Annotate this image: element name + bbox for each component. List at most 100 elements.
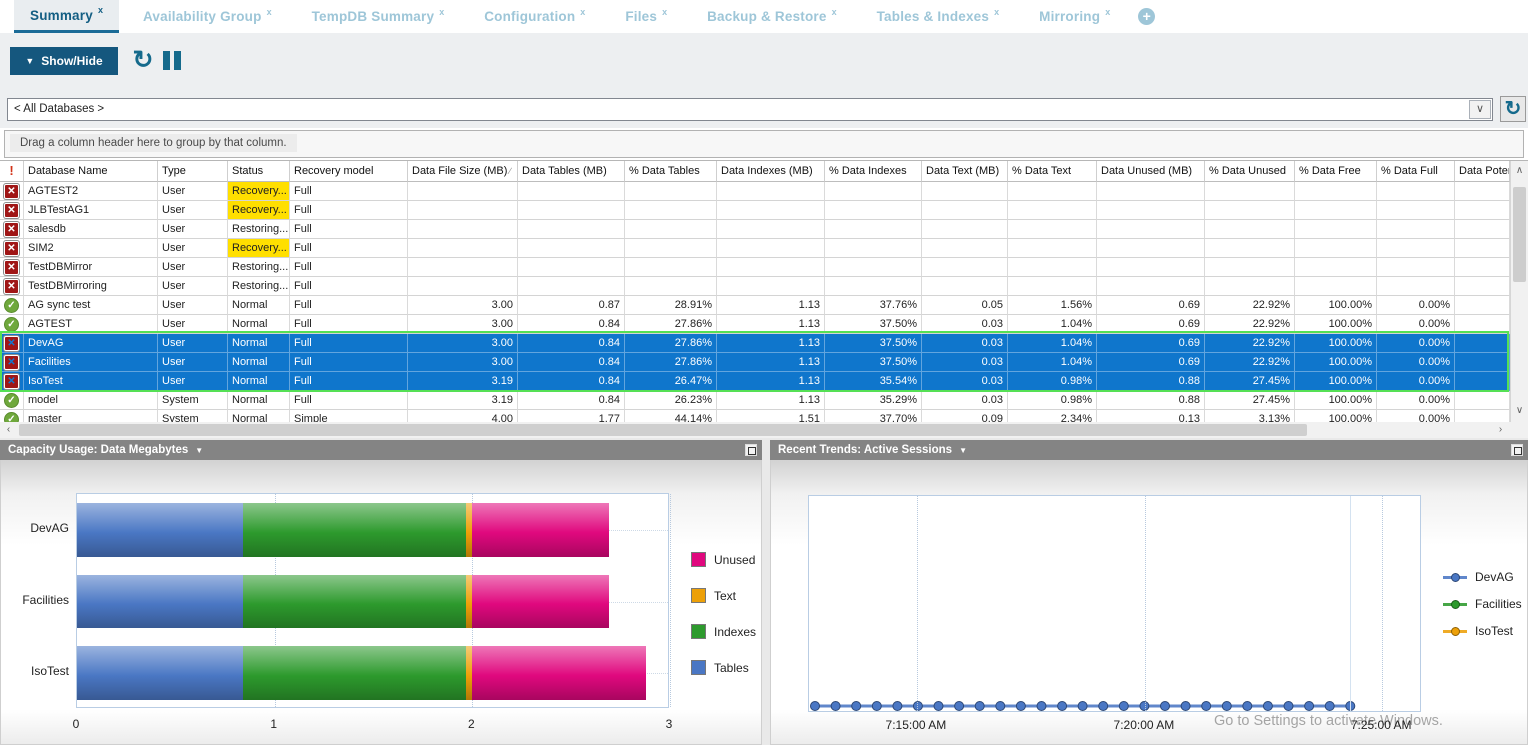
refresh-button[interactable]: ↻: [128, 45, 158, 75]
value-cell: 0.13: [1097, 410, 1205, 422]
db-name-cell: JLBTestAG1: [24, 201, 158, 220]
group-by-bar[interactable]: Drag a column header here to group by th…: [4, 130, 1524, 158]
column-header-data-text-mb[interactable]: Data Text (MB): [922, 161, 1008, 182]
column-header-database-name[interactable]: Database Name: [24, 161, 158, 182]
table-row-agtest2[interactable]: ✕ AGTEST2 User Recovery... Full: [0, 182, 1510, 201]
panel-menu-caret-icon[interactable]: ▼: [959, 446, 967, 455]
scroll-down-button[interactable]: ∨: [1515, 405, 1524, 416]
data-point-icon: [830, 701, 841, 711]
table-row-model[interactable]: ✓ model System Normal Full 3.19 0.84 26.23% 1.13…: [0, 391, 1510, 410]
table-row-jlbtestag1[interactable]: ✕ JLBTestAG1 User Recovery... Full: [0, 201, 1510, 220]
column-header-data-tables-mb[interactable]: Data Tables (MB): [518, 161, 625, 182]
value-cell: 22.92%: [1205, 353, 1295, 372]
refresh-databases-button[interactable]: ↻: [1500, 96, 1526, 122]
column-header-data-indexes-mb[interactable]: Data Indexes (MB): [717, 161, 825, 182]
tab-summary[interactable]: Summary x: [14, 0, 119, 33]
refresh-icon: ↻: [1504, 98, 1522, 120]
tab-backup-restore[interactable]: Backup & Restore x: [691, 0, 853, 33]
tab-close-icon[interactable]: x: [662, 6, 668, 17]
value-cell: [825, 220, 922, 239]
type-cell: User: [158, 220, 228, 239]
value-cell: [1295, 220, 1377, 239]
tab-close-icon[interactable]: x: [266, 6, 272, 17]
value-cell: 3.13%: [1205, 410, 1295, 422]
table-row-testdbmirroring[interactable]: ✕ TestDBMirroring User Restoring... Full: [0, 277, 1510, 296]
value-cell: 37.50%: [825, 334, 922, 353]
tab-files[interactable]: Files x: [609, 0, 683, 33]
table-row-testdbmirror[interactable]: ✕ TestDBMirror User Restoring... Full: [0, 258, 1510, 277]
table-row-isotest[interactable]: ✕ IsoTest User Normal Full 3.19 0.84 26.47% 1.13…: [0, 372, 1510, 391]
vertical-scroll-thumb[interactable]: [1513, 187, 1526, 282]
table-row-ag-sync-test[interactable]: ✓ AG sync test User Normal Full 3.00 0.87 28.91…: [0, 296, 1510, 315]
horizontal-scroll-thumb[interactable]: [19, 424, 1307, 436]
tab-close-icon[interactable]: x: [831, 6, 837, 17]
value-cell: 0.09: [922, 410, 1008, 422]
column-header-data-full[interactable]: % Data Full: [1377, 161, 1455, 182]
type-cell: User: [158, 239, 228, 258]
collapse-panel-icon[interactable]: [1511, 444, 1523, 456]
column-header-data-indexes[interactable]: % Data Indexes: [825, 161, 922, 182]
column-header-data-free[interactable]: % Data Free: [1295, 161, 1377, 182]
show-hide-button[interactable]: ▼ Show/Hide: [10, 47, 118, 75]
value-cell: [1377, 182, 1455, 201]
capacity-usage-panel: Capacity Usage: Data Megabytes ▼ DevAG Fac…: [0, 440, 762, 745]
add-tab-button[interactable]: +: [1138, 0, 1156, 33]
table-row-salesdb[interactable]: ✕ salesdb User Restoring... Full: [0, 220, 1510, 239]
collapse-panel-icon[interactable]: [745, 444, 757, 456]
alert-column-header[interactable]: !: [0, 161, 24, 182]
scroll-left-button[interactable]: ‹: [6, 424, 11, 435]
table-row-sim2[interactable]: ✕ SIM2 User Recovery... Full: [0, 239, 1510, 258]
tab-configuration[interactable]: Configuration x: [468, 0, 601, 33]
error-x-icon: ✕: [4, 354, 19, 370]
tab-close-icon[interactable]: x: [97, 5, 103, 15]
value-cell: 0.03: [922, 315, 1008, 334]
tab-tables-indexes[interactable]: Tables & Indexes x: [861, 0, 1016, 33]
data-point-icon: [1098, 701, 1109, 711]
horizontal-scrollbar[interactable]: ‹ ›: [0, 422, 1528, 438]
value-cell: [717, 258, 825, 277]
tab-close-icon[interactable]: x: [1105, 6, 1111, 17]
vertical-scrollbar[interactable]: ∧ ∨: [1510, 161, 1528, 422]
data-point-icon: [1036, 701, 1047, 711]
scroll-right-button[interactable]: ›: [1498, 424, 1503, 435]
column-header-recovery-model[interactable]: Recovery model: [290, 161, 408, 182]
table-row-master[interactable]: ✓ master System Normal Simple 4.00 1.77 44.14% 1…: [0, 410, 1510, 422]
column-header-data-tables[interactable]: % Data Tables: [625, 161, 717, 182]
value-cell: [922, 258, 1008, 277]
table-row-facilities[interactable]: ✕ Facilities User Normal Full 3.00 0.84 27.86% 1…: [0, 353, 1510, 372]
bar-segment-text: [466, 574, 473, 629]
ok-check-icon: ✓: [4, 297, 19, 313]
tab-close-icon[interactable]: x: [439, 6, 445, 17]
value-cell: [518, 277, 625, 296]
tab-mirroring[interactable]: Mirroring x: [1023, 0, 1126, 33]
column-header-data-unused[interactable]: % Data Unused: [1205, 161, 1295, 182]
scroll-up-button[interactable]: ∧: [1515, 165, 1524, 176]
column-header-data-unused-mb[interactable]: Data Unused (MB): [1097, 161, 1205, 182]
tab-label: Backup & Restore: [707, 9, 827, 24]
value-cell: 1.51: [717, 410, 825, 422]
pause-button[interactable]: [163, 51, 185, 71]
database-selector[interactable]: < All Databases > ∨: [7, 98, 1493, 121]
x-tick-label: 7:15:00 AM: [885, 718, 947, 732]
tab-tempdb-summary[interactable]: TempDB Summary x: [296, 0, 461, 33]
panel-menu-caret-icon[interactable]: ▼: [195, 446, 204, 455]
status-cell: Recovery...: [228, 239, 290, 258]
tab-close-icon[interactable]: x: [994, 6, 1000, 17]
table-row-agtest[interactable]: ✓ AGTEST User Normal Full 3.00 0.84 27.86% 1.13 3…: [0, 315, 1510, 334]
value-cell: [1455, 258, 1510, 277]
pause-icon: [163, 51, 170, 70]
data-point-icon: [871, 701, 882, 711]
tab-close-icon[interactable]: x: [580, 6, 586, 17]
column-header-type[interactable]: Type: [158, 161, 228, 182]
chevron-down-icon[interactable]: ∨: [1469, 100, 1491, 119]
value-cell: 1.13: [717, 296, 825, 315]
table-row-devag[interactable]: ✕ DevAG User Normal Full 3.00 0.84 27.86% 1.13 37…: [0, 334, 1510, 353]
column-header-data-file-size-mb[interactable]: Data File Size (MB) ∕: [408, 161, 518, 182]
column-header-status[interactable]: Status: [228, 161, 290, 182]
tab-label: TempDB Summary: [311, 9, 435, 24]
column-header-data-text[interactable]: % Data Text: [1008, 161, 1097, 182]
tab-label: Availability Group: [142, 9, 262, 24]
column-header-data-poten[interactable]: Data Poten: [1455, 161, 1510, 182]
recovery-model-cell: Full: [290, 391, 408, 410]
tab-availability-group[interactable]: Availability Group x: [127, 0, 288, 33]
